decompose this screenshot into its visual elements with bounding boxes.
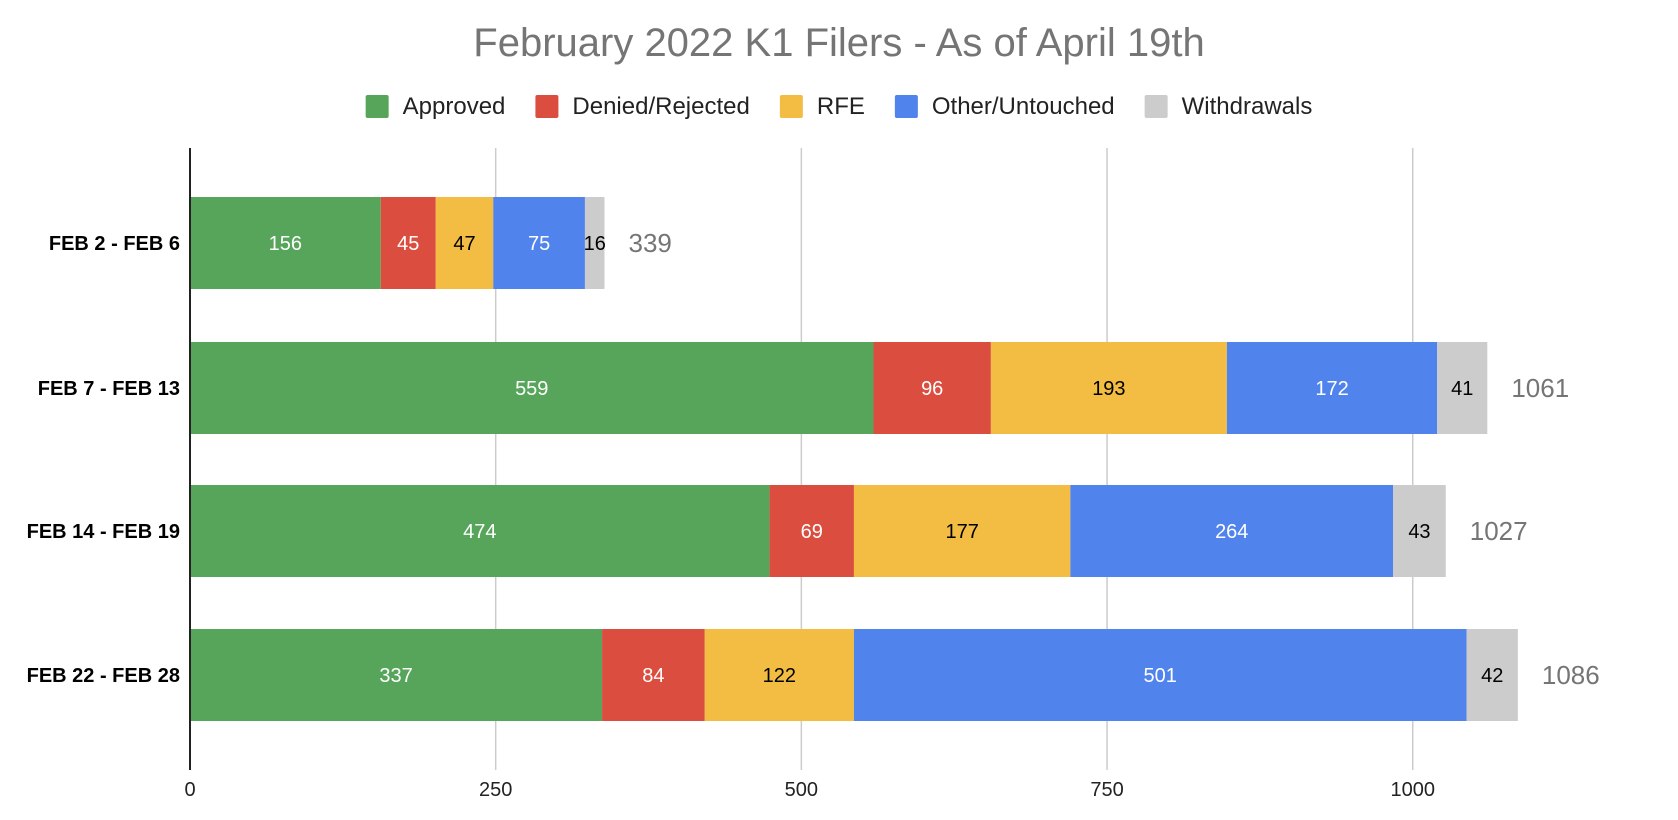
bar-segment (1393, 485, 1446, 577)
bar-segment (435, 197, 494, 289)
bar-value-label: 122 (763, 665, 796, 687)
bar-value-label: 337 (379, 665, 412, 687)
bar-value-label: 43 (1408, 521, 1430, 543)
x-tick-label: 750 (1090, 779, 1123, 801)
bar-value-label: 69 (801, 521, 823, 543)
bar-segment (584, 197, 605, 289)
bar-value-label: 45 (397, 233, 419, 255)
legend-label: RFE (817, 93, 865, 120)
bar-value-label: 41 (1451, 378, 1473, 400)
bar-total-label: 1086 (1542, 660, 1600, 690)
legend-swatch (365, 95, 389, 118)
bar-segment (1070, 485, 1394, 577)
bar-segment (190, 197, 381, 289)
bar-total-label: 1027 (1470, 516, 1528, 546)
bar-segment (853, 629, 1467, 721)
legend-label: Other/Untouched (932, 93, 1115, 120)
legend-label: Approved (403, 93, 506, 120)
bar-value-label: 501 (1144, 665, 1177, 687)
bar-value-label: 96 (921, 378, 943, 400)
bar-segment (190, 342, 874, 434)
bar-total-label: 1061 (1511, 373, 1569, 403)
bar-value-label: 47 (453, 233, 475, 255)
bar-value-label: 42 (1481, 665, 1503, 687)
bar-segment (380, 197, 436, 289)
x-tick-label: 250 (479, 779, 512, 801)
y-category-label: FEB 2 - FEB 6 (49, 233, 180, 255)
bar-segment (873, 342, 991, 434)
bar-segment (190, 629, 603, 721)
x-tick-label: 500 (785, 779, 818, 801)
legend-label: Denied/Rejected (572, 93, 749, 120)
bar-value-label: 75 (528, 233, 550, 255)
legend-swatch (894, 95, 918, 118)
bar-segment (190, 485, 770, 577)
chart-title: February 2022 K1 Filers - As of April 19… (473, 21, 1204, 65)
bar-segment (602, 629, 705, 721)
bar-segment (1466, 629, 1518, 721)
bar-value-label: 474 (463, 521, 496, 543)
bar-segment (990, 342, 1227, 434)
bar-segment (853, 485, 1071, 577)
bar-value-label: 193 (1092, 378, 1125, 400)
bar-value-label: 264 (1215, 521, 1248, 543)
bar-segment (704, 629, 854, 721)
bar-value-label: 177 (945, 521, 978, 543)
bar-segment (1226, 342, 1438, 434)
bar-segment (769, 485, 854, 577)
legend-swatch (1144, 95, 1168, 118)
bar-value-label: 156 (269, 233, 302, 255)
bar-value-label: 559 (515, 378, 548, 400)
bar-value-label: 172 (1315, 378, 1348, 400)
y-category-label: FEB 7 - FEB 13 (38, 378, 180, 400)
bar-total-label: 339 (629, 228, 672, 258)
bar-value-label: 16 (584, 233, 606, 255)
legend-swatch (779, 95, 803, 118)
bar-segment (493, 197, 585, 289)
x-tick-label: 1000 (1390, 779, 1435, 801)
y-category-label: FEB 22 - FEB 28 (27, 665, 180, 687)
legend-label: Withdrawals (1182, 93, 1313, 120)
y-category-label: FEB 14 - FEB 19 (27, 521, 180, 543)
bar-value-label: 84 (642, 665, 664, 687)
x-tick-label: 0 (184, 779, 195, 801)
bar-segment (1437, 342, 1488, 434)
legend-swatch (535, 95, 559, 118)
